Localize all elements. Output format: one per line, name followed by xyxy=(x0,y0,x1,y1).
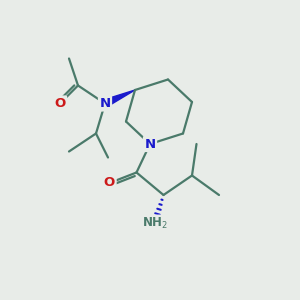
Text: N: N xyxy=(99,97,111,110)
Text: NH$_2$: NH$_2$ xyxy=(142,216,167,231)
Text: N: N xyxy=(144,137,156,151)
Text: O: O xyxy=(54,97,66,110)
Text: O: O xyxy=(104,176,115,190)
Polygon shape xyxy=(103,90,135,107)
